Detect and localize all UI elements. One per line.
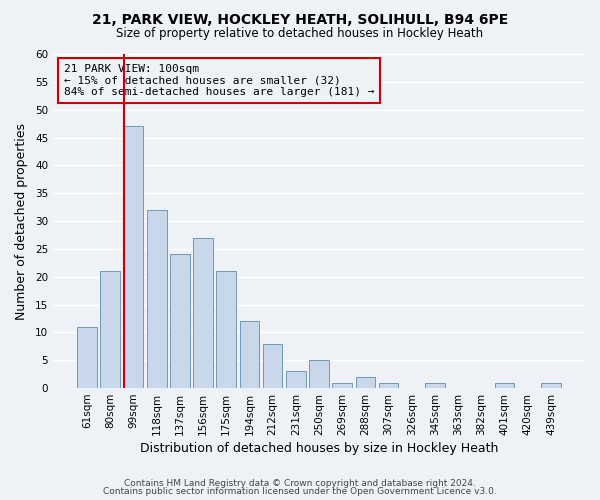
Bar [217, 271, 236, 388]
Text: Contains HM Land Registry data © Crown copyright and database right 2024.: Contains HM Land Registry data © Crown c… [124, 478, 476, 488]
Bar [425, 382, 445, 388]
Bar [263, 344, 283, 388]
X-axis label: Distribution of detached houses by size in Hockley Heath: Distribution of detached houses by size … [140, 442, 498, 455]
Bar [541, 382, 561, 388]
Bar [286, 372, 305, 388]
Bar [124, 126, 143, 388]
Bar [356, 377, 375, 388]
Text: 21, PARK VIEW, HOCKLEY HEATH, SOLIHULL, B94 6PE: 21, PARK VIEW, HOCKLEY HEATH, SOLIHULL, … [92, 12, 508, 26]
Bar [100, 271, 120, 388]
Y-axis label: Number of detached properties: Number of detached properties [15, 122, 28, 320]
Text: Size of property relative to detached houses in Hockley Heath: Size of property relative to detached ho… [116, 28, 484, 40]
Bar [379, 382, 398, 388]
Bar [77, 327, 97, 388]
Bar [332, 382, 352, 388]
Bar [193, 238, 213, 388]
Bar [495, 382, 514, 388]
Bar [239, 322, 259, 388]
Text: 21 PARK VIEW: 100sqm
← 15% of detached houses are smaller (32)
84% of semi-detac: 21 PARK VIEW: 100sqm ← 15% of detached h… [64, 64, 374, 97]
Bar [309, 360, 329, 388]
Bar [147, 210, 167, 388]
Text: Contains public sector information licensed under the Open Government Licence v3: Contains public sector information licen… [103, 487, 497, 496]
Bar [170, 254, 190, 388]
